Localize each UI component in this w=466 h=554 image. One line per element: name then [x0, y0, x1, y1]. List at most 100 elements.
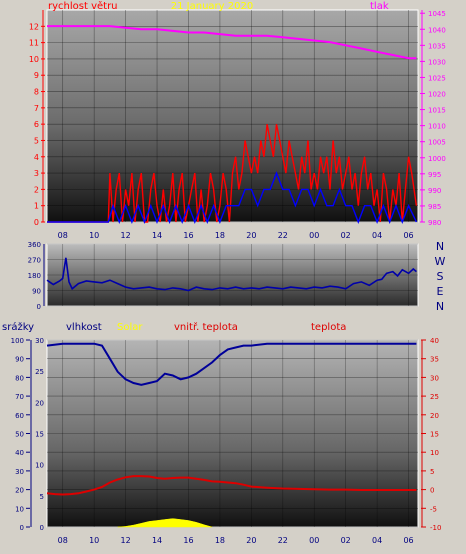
compass-label: W [435, 255, 446, 268]
wind-x-tick-label: 20 [246, 231, 256, 240]
temp-x-tick-label: 14 [152, 536, 162, 545]
temp-x-tick-label: 16 [183, 536, 193, 545]
temp-right-tick-label: 5 [430, 468, 434, 476]
wind-x-tick-label: 02 [341, 231, 351, 240]
pressure-right-tick-label: 1000 [428, 155, 446, 163]
pressure-right-tick-label: 1005 [428, 139, 446, 147]
temp-x-tick-label: 02 [341, 536, 351, 545]
wind-left-tick-label: 5 [34, 136, 39, 145]
humidity-left-tick-label: 0 [20, 524, 24, 532]
series-line-humidity [46, 342, 417, 386]
temp-right-tick-label: -10 [430, 524, 441, 532]
wind-left-tick-label: 10 [29, 55, 39, 64]
rain-left-tick-label: 20 [35, 399, 44, 407]
indoor-temp-legend: vnitř. teplota [174, 321, 238, 333]
humidity-left-tick-label: 40 [15, 449, 24, 457]
humidity-left-tick-label: 60 [15, 412, 24, 420]
temp-x-tick-label: 20 [246, 536, 256, 545]
temp-x-tick-label: 04 [372, 536, 382, 545]
wind-x-tick-label: 16 [183, 231, 193, 240]
pressure-right-tick-label: 1030 [428, 58, 446, 66]
pressure-legend: tlak [370, 1, 389, 12]
compass-label: N [436, 300, 444, 313]
humidity-left-tick-label: 10 [15, 505, 24, 513]
wind-x-tick-label: 04 [372, 231, 382, 240]
rain-legend: srážky [2, 321, 34, 333]
wind-x-tick-label: 06 [403, 231, 413, 240]
humidity-left-tick-label: 20 [15, 487, 24, 495]
series-line-wind-gust [47, 171, 418, 224]
series-line-wind-speed [47, 124, 418, 223]
temp-right-tick-label: 15 [430, 431, 439, 439]
direction-tick-label: 180 [28, 272, 41, 280]
wind-left-tick-label: 0 [34, 218, 39, 227]
wind-x-tick-label: 14 [152, 231, 162, 240]
temp-plot-area [46, 339, 419, 528]
wind-left-tick-label: 9 [34, 71, 39, 80]
temp-right-tick-label: 40 [430, 337, 439, 345]
series-area-solar [117, 518, 213, 528]
wind-left-tick-label: 3 [34, 169, 39, 178]
rain-left-tick-label: 15 [35, 431, 44, 439]
temp-right-tick-label: 10 [430, 449, 439, 457]
rain-left-tick-label: 25 [35, 368, 44, 376]
pressure-right-tick-label: 980 [428, 219, 441, 227]
humidity-left-tick-label: 90 [15, 356, 24, 364]
wind-x-tick-label: 00 [309, 231, 319, 240]
humidity-left-tick-label: 80 [15, 374, 24, 382]
wind-x-tick-label: 08 [58, 231, 68, 240]
wind-speed-legend: rychlost větru [48, 0, 118, 12]
wind-left-tick-label: 7 [34, 104, 39, 113]
solar-legend: Solar [117, 322, 143, 333]
temp-right-tick-label: 35 [430, 356, 439, 364]
wind-left-tick-label: 4 [34, 153, 39, 162]
temp-x-tick-label: 22 [278, 536, 288, 545]
humidity-left-tick-label: 70 [15, 393, 24, 401]
temp-right-tick-label: 30 [430, 374, 439, 382]
temp-x-tick-label: 18 [215, 536, 225, 545]
humidity-left-tick-label: 30 [15, 468, 24, 476]
humidity-left-tick-label: 100 [11, 337, 24, 345]
rain-left-tick-label: 10 [35, 462, 44, 470]
pressure-right-tick-label: 1035 [428, 42, 446, 50]
humidity-legend: vlhkost [66, 322, 102, 333]
wind-x-tick-label: 22 [278, 231, 288, 240]
compass-label: S [437, 270, 444, 283]
direction-tick-label: 0 [37, 303, 41, 311]
compass-label: N [436, 240, 444, 253]
chart-title: 21 January 2020 [171, 1, 253, 12]
temp-x-tick-label: 12 [121, 536, 131, 545]
wind-x-tick-label: 18 [215, 231, 225, 240]
temp-x-tick-label: 08 [58, 536, 68, 545]
wind-left-tick-label: 6 [34, 120, 39, 129]
temp-x-tick-label: 06 [403, 536, 413, 545]
temp-right-tick-label: 0 [430, 487, 434, 495]
pressure-right-tick-label: 1025 [428, 74, 446, 82]
wind-left-tick-label: 12 [29, 22, 39, 31]
pressure-right-tick-label: 1015 [428, 107, 446, 115]
wind-left-tick-label: 11 [29, 39, 39, 48]
pressure-right-tick-label: 990 [428, 187, 441, 195]
pressure-right-tick-label: 995 [428, 171, 441, 179]
wind-x-tick-label: 12 [121, 231, 131, 240]
temp-x-tick-label: 10 [89, 536, 99, 545]
temp-x-tick-label: 00 [309, 536, 319, 545]
temp-right-tick-label: 20 [430, 412, 439, 420]
rain-left-tick-label: 5 [40, 493, 44, 501]
direction-tick-label: 270 [28, 257, 41, 265]
pressure-right-tick-label: 1010 [428, 123, 446, 131]
humidity-left-tick-label: 50 [15, 431, 24, 439]
direction-plot-area [46, 243, 419, 307]
temp-right-tick-label: -5 [430, 505, 437, 513]
pressure-right-tick-label: 1020 [428, 91, 446, 99]
wind-x-tick-label: 10 [89, 231, 99, 240]
wind-plot-area [46, 9, 419, 223]
rain-left-tick-label: 0 [40, 524, 44, 532]
pressure-right-tick-label: 1040 [428, 26, 446, 34]
pressure-right-tick-label: 1045 [428, 10, 446, 18]
temp-right-tick-label: 25 [430, 393, 439, 401]
direction-tick-label: 360 [28, 241, 41, 249]
direction-tick-label: 90 [32, 288, 41, 296]
series-line-wind-direction [46, 257, 417, 292]
